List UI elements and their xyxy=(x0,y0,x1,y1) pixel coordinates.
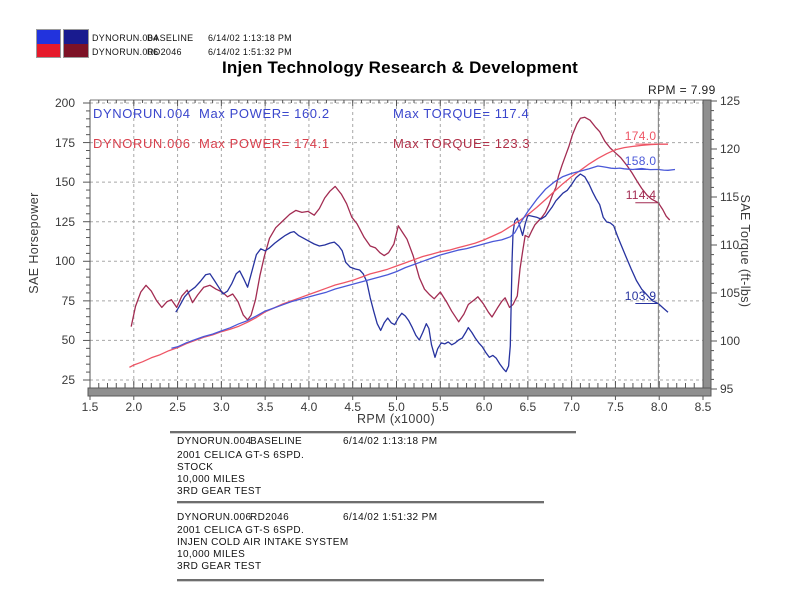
x-tick-label: 5.0 xyxy=(388,400,405,414)
x-tick-label: 1.5 xyxy=(81,400,99,414)
y-left-tick-label: 125 xyxy=(54,214,75,229)
cursor-value-103.9: 103.9 xyxy=(624,288,657,303)
footer-run-tag: RD2046 xyxy=(250,512,290,523)
series-dynorun-004-power xyxy=(171,165,676,349)
legend-swatch-power xyxy=(36,29,61,58)
x-tick-label: 4.0 xyxy=(300,400,318,414)
cursor-value-158.0: 158.0 xyxy=(624,154,657,169)
footer-line: 3RD GEAR TEST xyxy=(177,486,262,497)
y-right-tick-label: 95 xyxy=(720,382,734,396)
footer-rule-top xyxy=(170,431,576,433)
plot-legend-004-power: DYNORUN.004 Max POWER= 160.2 xyxy=(93,106,330,121)
run-file: DYNORUN.006 xyxy=(92,47,159,57)
y-right-tick-label: 120 xyxy=(720,142,741,156)
cursor-value-174.0: 174.0 xyxy=(624,129,657,144)
footer-rule-bottom xyxy=(177,579,544,581)
footer-line: INJEN COLD AIR INTAKE SYSTEM xyxy=(177,537,349,548)
run-file: DYNORUN.004 xyxy=(92,33,159,43)
bottom-axis-bar xyxy=(87,387,712,397)
x-tick-label: 5.5 xyxy=(431,400,449,414)
y-left-axis-title: SAE Horsepower xyxy=(27,192,41,294)
y-left-tick-label: 150 xyxy=(54,175,75,190)
swatch-torque-004 xyxy=(64,30,88,44)
run-time: 6/14/02 1:13:18 PM xyxy=(208,33,292,43)
y-right-tick-label: 100 xyxy=(720,334,741,348)
footer-run-time: 6/14/02 1:13:18 PM xyxy=(343,436,438,447)
right-axis-bar xyxy=(702,99,712,397)
y-left-tick-label: 75 xyxy=(61,293,75,308)
series-dynorun-006-power xyxy=(129,143,668,368)
run-time: 6/14/02 1:51:32 PM xyxy=(208,47,292,57)
page-title: Injen Technology Research & Development xyxy=(221,58,579,77)
footer-run-file: DYNORUN.004 xyxy=(177,436,252,447)
x-tick-label: 4.5 xyxy=(344,400,362,414)
x-tick-label: 8.5 xyxy=(694,400,712,414)
cursor-value-114.4: 114.4 xyxy=(625,187,657,202)
swatch-power-004 xyxy=(37,30,60,44)
run-tag: BASELINE xyxy=(147,33,194,43)
footer-run-tag: BASELINE xyxy=(250,436,303,447)
x-tick-label: 3.0 xyxy=(213,400,230,414)
y-left-tick-label: 50 xyxy=(61,333,75,348)
x-tick-label: 8.0 xyxy=(650,400,668,414)
series-dynorun-004-torque xyxy=(175,173,669,373)
run-tag: RD2046 xyxy=(147,47,182,57)
x-tick-label: 7.0 xyxy=(563,400,580,414)
x-axis-title: RPM (x1000) xyxy=(356,412,436,426)
y-right-tick-label: 115 xyxy=(720,190,740,204)
x-tick-label: 7.5 xyxy=(607,400,624,414)
x-tick-label: 2.5 xyxy=(169,400,186,414)
legend-swatch-torque xyxy=(63,29,89,58)
footer-line: 10,000 MILES xyxy=(177,474,246,485)
plot-legend-004-torque: Max TORQUE= 117.4 xyxy=(393,106,530,121)
y-left-tick-label: 200 xyxy=(54,96,75,110)
footer-line: 2001 CELICA GT-S 6SPD. xyxy=(177,450,305,461)
y-right-tick-label: 110 xyxy=(720,238,740,252)
y-right-tick-label: 125 xyxy=(720,94,741,108)
swatch-power-006 xyxy=(37,43,60,57)
y-left-tick-label: 25 xyxy=(61,373,75,387)
footer-line: 10,000 MILES xyxy=(177,549,246,560)
footer-line: STOCK xyxy=(177,462,214,473)
y-left-tick-label: 175 xyxy=(54,135,75,150)
cursor-rpm-readout: RPM = 7.99 xyxy=(648,83,716,97)
x-tick-label: 6.5 xyxy=(519,400,537,414)
series-dynorun-006-torque xyxy=(130,116,671,327)
x-tick-label: 3.5 xyxy=(256,400,274,414)
footer-line: 3RD GEAR TEST xyxy=(177,561,262,572)
footer-rule-mid xyxy=(177,501,544,503)
footer-run-file: DYNORUN.006 xyxy=(177,512,252,523)
y-right-tick-label: 105 xyxy=(720,286,741,300)
swatch-torque-006 xyxy=(64,43,88,57)
footer-run-time: 6/14/02 1:51:32 PM xyxy=(343,512,438,523)
plot-legend-006-power: DYNORUN.006 Max POWER= 174.1 xyxy=(93,136,330,151)
plot-legend-006-torque: Max TORQUE= 123.3 xyxy=(393,136,531,151)
x-tick-label: 6.0 xyxy=(475,400,493,414)
y-left-tick-label: 100 xyxy=(54,254,75,269)
x-tick-label: 2.0 xyxy=(125,400,143,414)
footer-line: 2001 CELICA GT-S 6SPD. xyxy=(177,525,305,536)
